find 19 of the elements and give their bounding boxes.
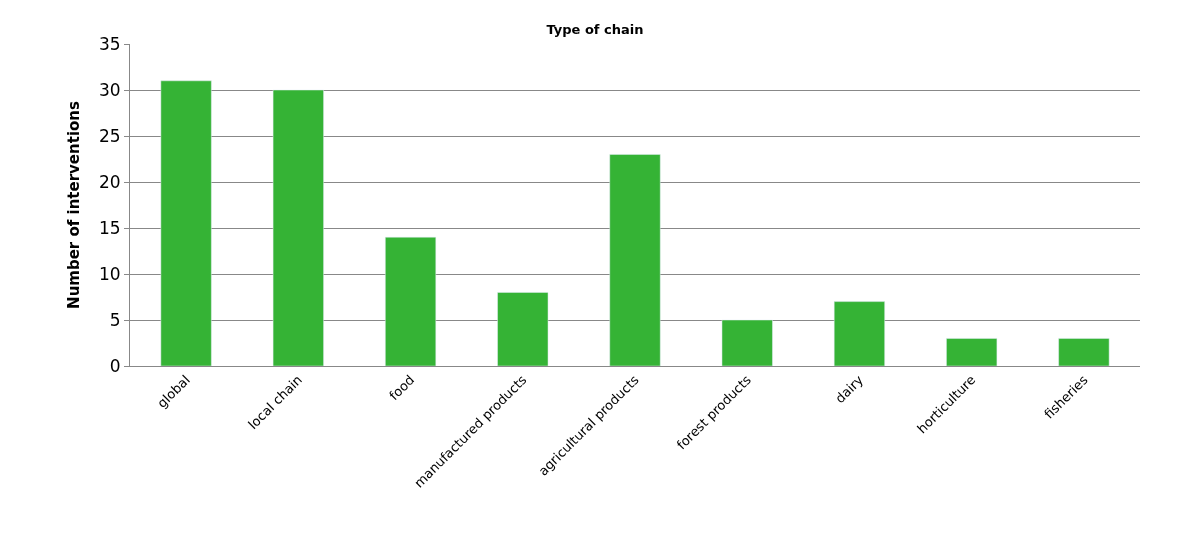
- bar: [609, 154, 661, 366]
- bar: [497, 292, 549, 366]
- chart-title: Type of chain: [546, 22, 644, 38]
- y-axis-title: Number of interventions: [65, 101, 84, 309]
- y-tick-label: 0: [109, 355, 121, 376]
- bar: [272, 89, 324, 366]
- bar: [946, 338, 998, 366]
- bar: [160, 80, 212, 366]
- y-tick-label: 20: [98, 171, 121, 192]
- bar: [833, 301, 885, 366]
- y-tick-label: 5: [109, 309, 121, 330]
- y-tick-label: 35: [98, 33, 121, 54]
- y-tick-label: 30: [98, 79, 121, 100]
- y-tick-label: 15: [98, 217, 121, 238]
- y-tick-label: 25: [98, 125, 121, 146]
- y-tick-label: 10: [98, 263, 121, 284]
- bar: [1058, 338, 1110, 366]
- bar: [721, 319, 773, 366]
- bar: [385, 236, 437, 366]
